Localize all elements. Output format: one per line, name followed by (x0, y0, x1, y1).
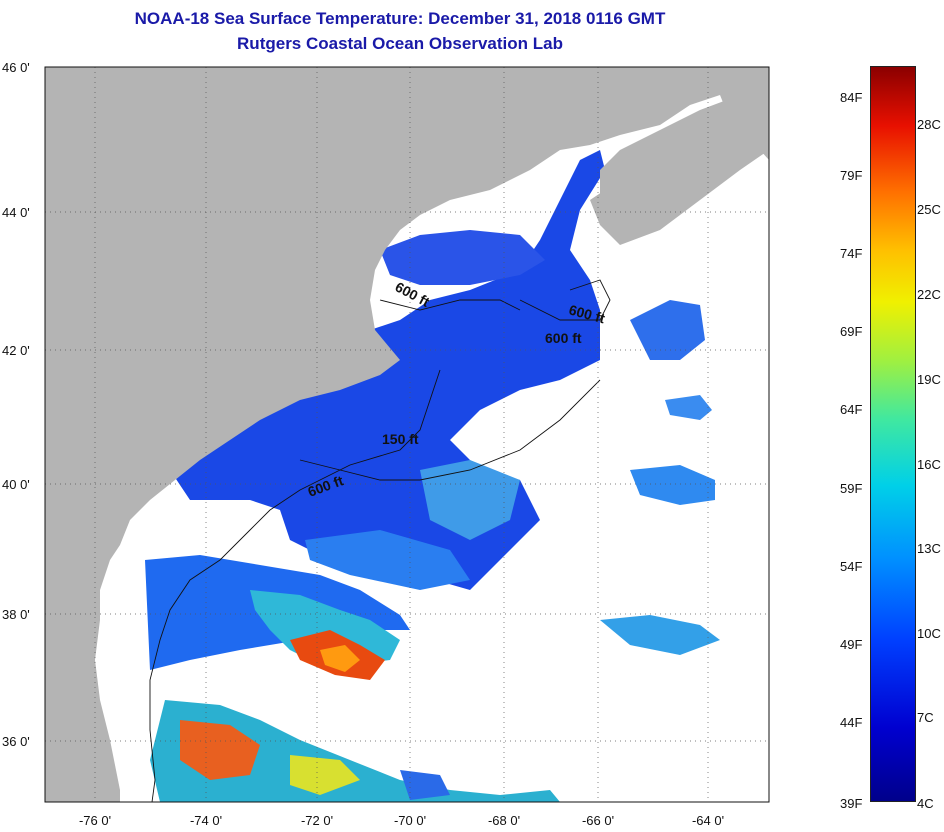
colorbar-f-label: 54F (840, 559, 863, 574)
colorbar-c-label: 7C (917, 710, 934, 725)
lat-tick-label: 40 0' (2, 477, 30, 492)
colorbar-c-label: 22C (917, 287, 941, 302)
lon-tick-label: -72 0' (301, 813, 333, 828)
land (45, 67, 769, 802)
colorbar-c-label: 28C (917, 117, 941, 132)
colorbar-c-label: 19C (917, 372, 941, 387)
lat-tick-label: 36 0' (2, 734, 30, 749)
colorbar-f-label: 49F (840, 637, 863, 652)
colorbar-f-label: 69F (840, 324, 863, 339)
map-frame (44, 66, 770, 803)
colorbar-f-label: 84F (840, 90, 863, 105)
sst-warm-patches (150, 590, 560, 802)
lat-tick-label: 44 0' (2, 205, 30, 220)
colorbar-c-label: 16C (917, 457, 941, 472)
contour-label: 150 ft (382, 431, 419, 447)
colorbar-f-label: 79F (840, 168, 863, 183)
lon-tick-label: -74 0' (190, 813, 222, 828)
latitude-axis: 46 0' 44 0' 42 0' 40 0' 38 0' 36 0' (2, 60, 30, 749)
colorbar-f-label: 44F (840, 715, 863, 730)
lon-tick-label: -70 0' (394, 813, 426, 828)
map-plot-area (45, 67, 769, 802)
lon-tick-label: -76 0' (79, 813, 111, 828)
colorbar-c-label: 25C (917, 202, 941, 217)
contour-label: 600 ft (545, 330, 582, 346)
bathymetry-contours (149, 279, 611, 802)
graticule (45, 67, 769, 802)
colorbar-c-label: 13C (917, 541, 941, 556)
lat-tick-label: 42 0' (2, 343, 30, 358)
lon-tick-label: -68 0' (488, 813, 520, 828)
map-subtitle: Rutgers Coastal Ocean Observation Lab (237, 34, 563, 53)
colorbar-f-label: 74F (840, 246, 863, 261)
lon-tick-label: -66 0' (582, 813, 614, 828)
colorbar-f-label: 59F (840, 481, 863, 496)
lat-tick-label: 46 0' (2, 60, 30, 75)
longitude-axis: -76 0' -74 0' -72 0' -70 0' -68 0' -66 0… (79, 813, 724, 828)
colorbar-c-label: 10C (917, 626, 941, 641)
colorbar-c-label: 4C (917, 796, 934, 811)
lon-tick-label: -64 0' (692, 813, 724, 828)
lat-tick-label: 38 0' (2, 607, 30, 622)
colorbar-f-label: 64F (840, 402, 863, 417)
temperature-colorbar (870, 66, 916, 802)
map-title: NOAA-18 Sea Surface Temperature: Decembe… (134, 9, 666, 28)
colorbar-f-label: 39F (840, 796, 863, 811)
